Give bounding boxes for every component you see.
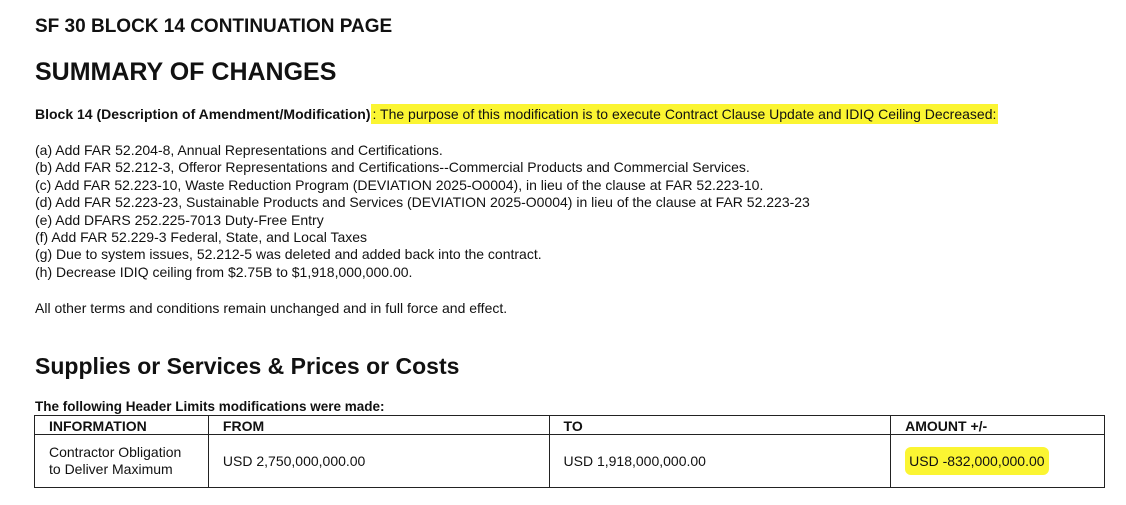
changes-list: (a) Add FAR 52.204-8, Annual Representat… — [35, 142, 810, 281]
amount-highlighted: USD -832,000,000.00 — [905, 446, 1049, 475]
list-item: (a) Add FAR 52.204-8, Annual Representat… — [35, 142, 443, 158]
list-item: (c) Add FAR 52.223-10, Waste Reduction P… — [35, 176, 764, 193]
block14-label: Block 14 (Description of Amendment/Modif… — [35, 106, 371, 122]
list-item: (f) Add FAR 52.229-3 Federal, State, and… — [35, 229, 368, 246]
table-caption: The following Header Limits modification… — [35, 399, 385, 414]
cell-information: Contractor Obligation to Deliver Maximum — [34, 434, 209, 488]
document-title: SF 30 BLOCK 14 CONTINUATION PAGE — [35, 16, 393, 37]
list-item: (d) Add FAR 52.223-23, Sustainable Produ… — [35, 194, 810, 211]
column-header-amount: AMOUNT +/- — [890, 415, 1105, 435]
block14-description: Block 14 (Description of Amendment/Modif… — [35, 104, 999, 124]
list-item: (h) Decrease IDIQ ceiling from $2.75B to… — [35, 263, 413, 280]
other-terms-statement: All other terms and conditions remain un… — [35, 300, 508, 316]
cell-to: USD 1,918,000,000.00 — [548, 434, 892, 488]
list-item: (g) Due to system issues, 52.212-5 was d… — [35, 246, 542, 263]
block14-purpose-highlighted: : The purpose of this modification is to… — [370, 104, 999, 124]
summary-heading: SUMMARY OF CHANGES — [35, 58, 337, 86]
table-row: Contractor Obligation to Deliver Maximum… — [34, 434, 1105, 488]
cell-amount: USD -832,000,000.00 — [890, 434, 1105, 488]
table-header-row: INFORMATION FROM TO AMOUNT +/- — [34, 415, 1105, 435]
column-header-to: TO — [548, 415, 892, 435]
list-item: (e) Add DFARS 252.225-7013 Duty-Free Ent… — [35, 211, 324, 228]
header-limits-table: INFORMATION FROM TO AMOUNT +/- Contracto… — [34, 415, 1105, 488]
column-header-information: INFORMATION — [34, 415, 209, 435]
column-header-from: FROM — [207, 415, 550, 435]
list-item: (b) Add FAR 52.212-3, Offeror Representa… — [35, 159, 750, 176]
cell-from: USD 2,750,000,000.00 — [207, 434, 550, 488]
supplies-heading: Supplies or Services & Prices or Costs — [35, 353, 460, 379]
